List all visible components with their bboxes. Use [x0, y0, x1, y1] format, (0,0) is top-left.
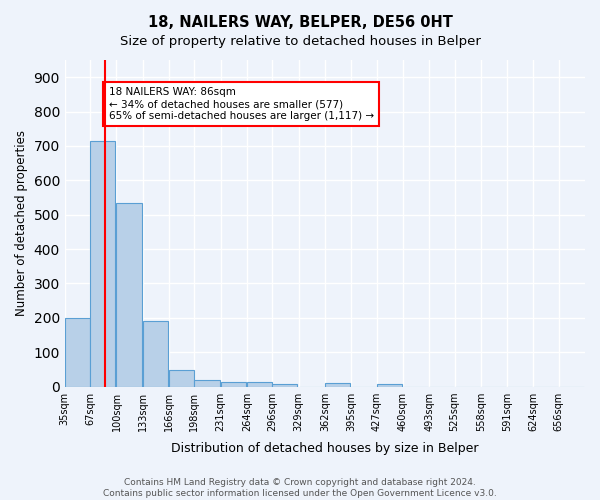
X-axis label: Distribution of detached houses by size in Belper: Distribution of detached houses by size … [171, 442, 479, 455]
Bar [221, 382, 246, 386]
Bar [65, 318, 90, 386]
Bar [116, 202, 142, 386]
Bar [247, 382, 272, 386]
Bar [143, 320, 168, 386]
Text: Contains HM Land Registry data © Crown copyright and database right 2024.
Contai: Contains HM Land Registry data © Crown c… [103, 478, 497, 498]
Text: 18 NAILERS WAY: 86sqm
← 34% of detached houses are smaller (577)
65% of semi-det: 18 NAILERS WAY: 86sqm ← 34% of detached … [109, 88, 374, 120]
Bar [169, 370, 194, 386]
Bar [90, 141, 115, 386]
Bar [325, 384, 350, 386]
Bar [194, 380, 220, 386]
Bar [377, 384, 401, 386]
Y-axis label: Number of detached properties: Number of detached properties [15, 130, 28, 316]
Text: Size of property relative to detached houses in Belper: Size of property relative to detached ho… [119, 35, 481, 48]
Bar [272, 384, 298, 386]
Text: 18, NAILERS WAY, BELPER, DE56 0HT: 18, NAILERS WAY, BELPER, DE56 0HT [148, 15, 452, 30]
